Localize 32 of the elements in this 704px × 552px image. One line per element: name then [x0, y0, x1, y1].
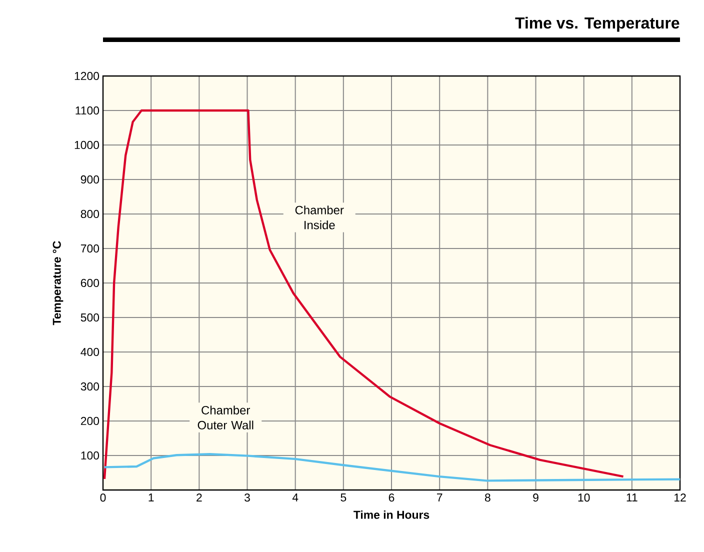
x-tick-label: 12	[674, 494, 686, 502]
y-tick-label: 900	[80, 175, 100, 184]
x-tick-label: 6	[388, 494, 394, 502]
x-tick-label: 10	[578, 494, 590, 502]
x-tick-label: 1	[148, 494, 154, 502]
y-tick-label: 300	[80, 382, 100, 391]
y-tick-label: 500	[80, 313, 100, 322]
text: Chamber Inside	[295, 206, 344, 230]
x-tick-label: 0	[100, 494, 106, 502]
y-tick-label: 400	[80, 348, 100, 356]
line-series	[103, 109, 624, 480]
x-tick-label: 8	[484, 494, 490, 502]
y-tick-label: 800	[80, 210, 100, 218]
x-tick-label: 9	[533, 494, 538, 502]
y-tick-label: 200	[80, 416, 100, 426]
x-axis-title: Time in Hours	[354, 510, 430, 519]
x-tick-label: 11	[626, 494, 638, 502]
y-tick-label: 1100	[76, 106, 100, 115]
x-tick-label: 3	[244, 494, 250, 502]
x-tick-label: 7	[437, 494, 442, 502]
y-tick-label: 700	[80, 244, 100, 253]
x-tick-label: 5	[340, 494, 346, 502]
x-tick-label: 4	[292, 494, 298, 502]
x-tick-label: 2	[196, 494, 202, 502]
y-tick-label: 600	[80, 278, 100, 288]
text: Chamber Outer Wall	[198, 406, 254, 430]
y-axis-title: Temperature °C	[52, 241, 64, 326]
y-tick-label: 1000	[74, 140, 100, 150]
chart-title: Time vs. Temperature	[515, 16, 680, 32]
y-tick-label: 100	[81, 451, 100, 460]
y-tick-label: 1200	[74, 72, 100, 80]
line-series	[103, 453, 680, 482]
